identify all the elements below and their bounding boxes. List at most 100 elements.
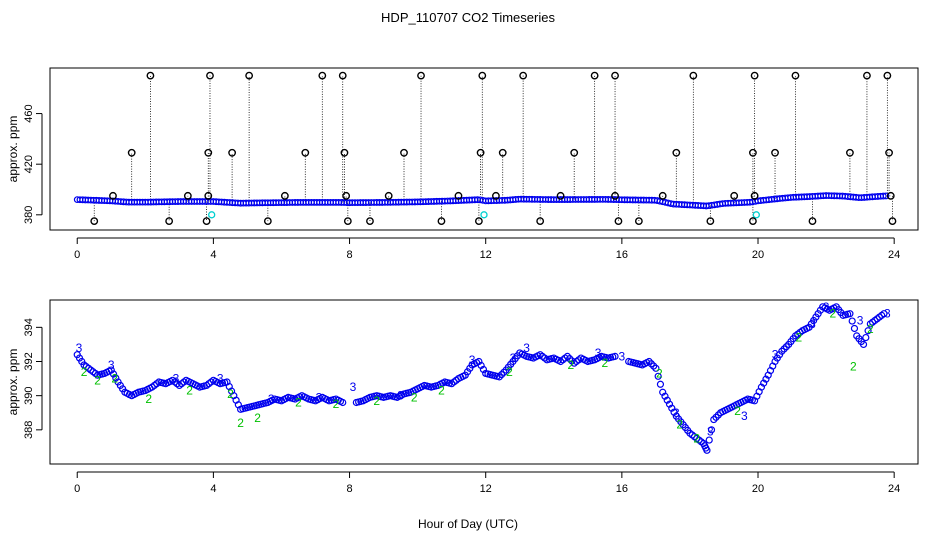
data-point (477, 361, 485, 370)
blue-3-glyph: 3 (823, 300, 830, 314)
data-point (864, 327, 872, 335)
blue-3-glyph: 3 (76, 341, 83, 355)
green-2-glyph: 2 (567, 358, 574, 372)
flag-marker (400, 148, 408, 157)
x-tick-label: 0 (74, 483, 80, 495)
blue-3-glyph: 3 (772, 348, 779, 362)
baseline-point (879, 192, 887, 200)
flag-marker (498, 148, 507, 157)
y-axis: 388 390 392 394 (23, 318, 43, 439)
data-point (475, 357, 483, 366)
blue-3-glyph: 3 (108, 358, 115, 372)
data-point (859, 340, 868, 349)
baseline-series (73, 192, 890, 210)
x-axis: 0 4 8 12 16 20 24 (74, 237, 900, 261)
flag-marker (556, 191, 565, 200)
y-tick-label: 388 (23, 421, 35, 439)
data-point (705, 436, 713, 444)
x-tick-label: 8 (346, 249, 352, 261)
flag-marker (417, 71, 425, 80)
flag-marker (808, 217, 817, 226)
blue-3-glyph: 3 (397, 389, 404, 403)
y-tick-label: 420 (23, 155, 35, 173)
data-point (611, 352, 619, 360)
data-point (880, 310, 888, 318)
flag-markers (90, 71, 897, 226)
blue-3-glyph: 3 (673, 406, 680, 420)
flag-marker (590, 71, 599, 80)
y-axis-label: approx. ppm (6, 349, 20, 416)
flag-marker (519, 71, 528, 80)
cyan-marker (208, 211, 216, 219)
green-2-glyph: 2 (796, 331, 803, 345)
blue-3-glyph: 3 (884, 307, 891, 321)
green-2-glyph: 2 (850, 360, 857, 374)
green-2-glyph: 2 (81, 365, 88, 379)
green-2-glyph: 2 (145, 392, 152, 406)
flag-marker (689, 71, 698, 80)
blue-3-glyph: 3 (217, 372, 224, 386)
flag-marker (885, 148, 893, 157)
x-tick-label: 12 (480, 483, 492, 495)
flag-marker (888, 217, 897, 226)
flag-marker (206, 71, 214, 80)
x-tick-label: 16 (616, 249, 628, 261)
data-point (862, 333, 870, 342)
flag-marker (750, 71, 759, 80)
blue-3-glyph: 3 (595, 346, 602, 360)
green-2-glyph: 2 (411, 390, 418, 404)
figure-title: HDP_110707 CO2 Timeseries (381, 10, 555, 25)
data-point (495, 373, 503, 381)
green-2-glyph: 2 (295, 396, 302, 410)
x-tick-label: 16 (616, 483, 628, 495)
blue-3-glyph: 3 (173, 372, 180, 386)
green-2-glyph: 2 (693, 431, 700, 445)
panel-frame (49, 299, 919, 465)
data-point (479, 365, 488, 374)
green-2-glyph: 2 (734, 404, 741, 418)
flag-marker (280, 191, 289, 200)
flag-marker (204, 191, 213, 200)
flag-marker (611, 191, 619, 200)
flag-marker (791, 71, 800, 80)
flag-marker (570, 148, 579, 157)
data-point (760, 379, 768, 387)
x-tick-label: 12 (480, 249, 492, 261)
panel-frame (49, 67, 919, 231)
data-point (663, 396, 671, 404)
x-tick-label: 24 (888, 483, 900, 495)
flag-marker (771, 148, 779, 157)
data-point (112, 374, 120, 382)
flag-marker (340, 148, 349, 157)
flag-marker (204, 148, 213, 157)
green-2-glyph: 2 (656, 366, 663, 380)
data-point (665, 400, 674, 408)
x-axis: 0 4 8 12 16 20 24 (74, 471, 900, 495)
x-axis-label: Hour of Day (UTC) (418, 517, 518, 531)
green-2-glyph: 2 (676, 418, 683, 432)
data-point (339, 398, 347, 407)
flag-marker (384, 191, 393, 200)
data-point (714, 411, 722, 419)
raw-flags-panel: approx. ppm 0 4 8 12 16 20 24 380 420 460 (6, 67, 919, 261)
data-point (710, 415, 718, 424)
green-2-glyph: 2 (237, 416, 244, 430)
data-point (850, 324, 859, 333)
blue-3-glyph: 3 (350, 380, 357, 394)
flag-marker (343, 217, 352, 226)
flag-marker (863, 71, 871, 80)
flag-marker (886, 191, 895, 200)
flag-marker (492, 191, 500, 200)
cyan-markers (208, 211, 760, 219)
data-point (712, 413, 720, 421)
flag-marker (749, 217, 757, 226)
data-point (782, 343, 790, 351)
blue-3-glyph: 3 (510, 351, 517, 365)
flag-marker (730, 191, 739, 200)
data-point (703, 446, 711, 454)
blue-3-glyph: 3 (316, 390, 323, 404)
green-2-glyph: 2 (94, 373, 101, 387)
green-2-glyph: 2 (601, 356, 608, 370)
